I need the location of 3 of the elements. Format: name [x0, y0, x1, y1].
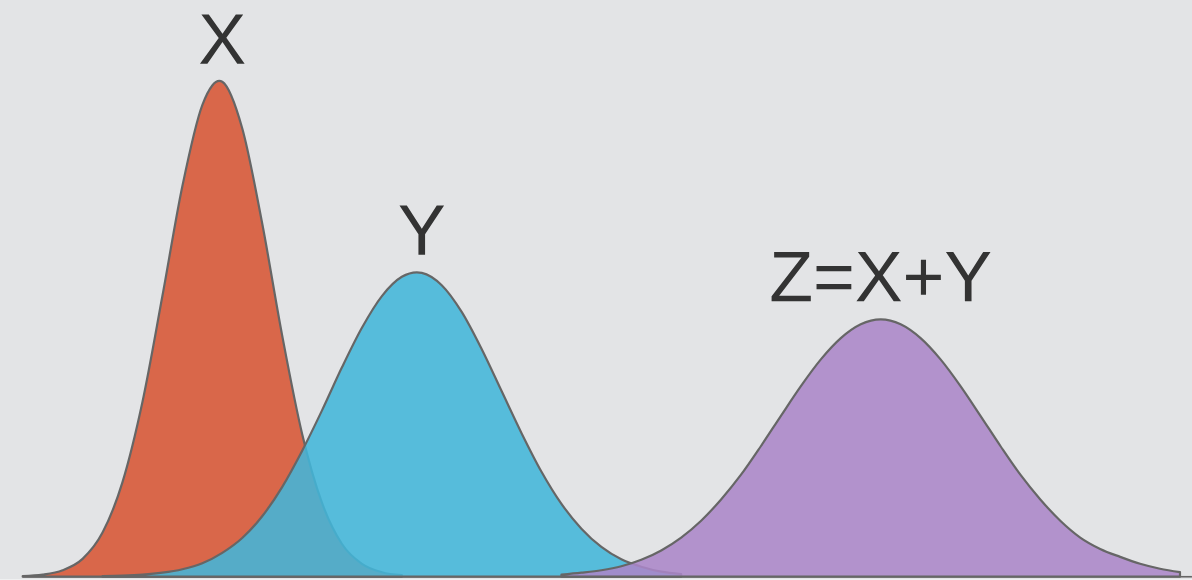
series-label: Y — [399, 205, 445, 255]
series-label: X — [200, 14, 245, 64]
series-label: Z=X+Y — [771, 252, 991, 302]
